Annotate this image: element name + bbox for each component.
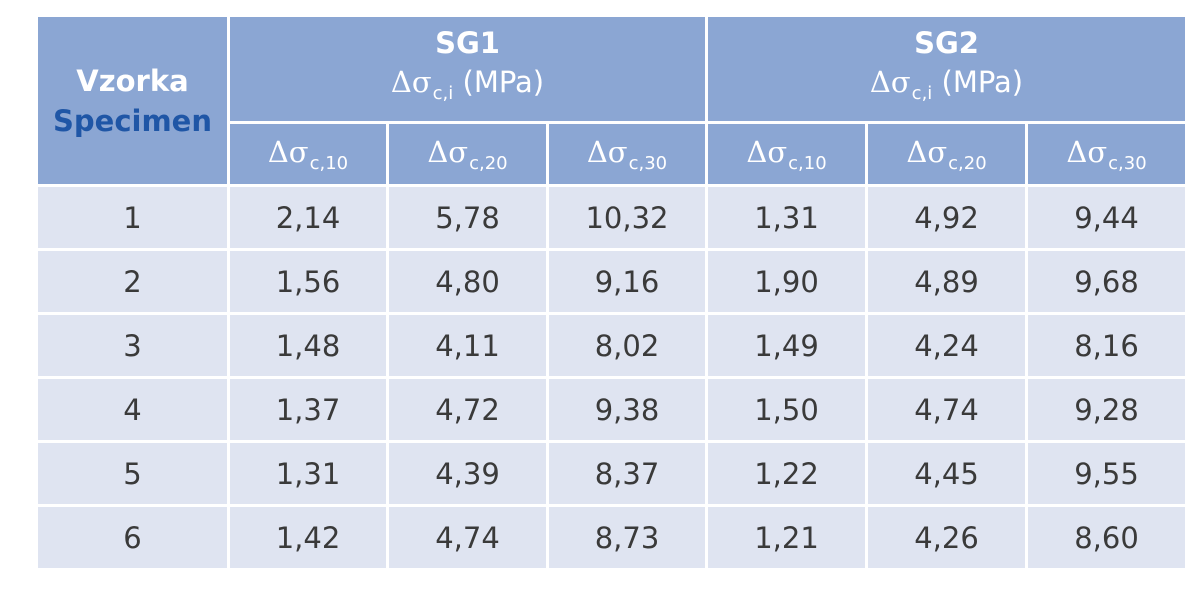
table-row: 2 1,56 4,80 9,16 1,90 4,89 9,68 [35,248,1189,315]
value-cell: 9,55 [1025,440,1189,507]
value-cell: 4,39 [386,440,549,507]
symbol-subscript: c,10 [309,152,349,174]
unit-label: (MPa) [462,65,545,99]
results-table: Vzorka Specimen SG1 Δσc,i (MPa) SG2 Δσc,… [35,14,1189,571]
specimen-number-cell: 2 [35,248,230,315]
value-cell: 4,74 [386,504,549,571]
specimen-label-cz: Vzorka [76,63,189,98]
value-cell: 9,38 [545,376,709,443]
delta-sigma-symbol: Δσ [1066,134,1108,169]
specimen-label-en: Specimen [53,103,212,138]
specimen-number-cell: 3 [35,312,230,379]
subcolumn-header: Δσc,30 [545,121,709,187]
value-cell: 4,92 [865,184,1029,251]
group-title: SG2 [914,26,979,60]
value-cell: 1,31 [227,440,389,507]
symbol-subscript: c,20 [948,152,987,174]
table-row: 5 1,31 4,39 8,37 1,22 4,45 9,55 [35,440,1189,507]
value-cell: 8,16 [1025,312,1189,379]
value-cell: 4,80 [386,248,549,315]
subcolumn-header: Δσc,20 [386,121,549,187]
value-cell: 1,22 [705,440,869,507]
specimen-number-cell: 1 [35,184,230,251]
symbol-subscript: c,10 [788,152,827,174]
specimen-column-header: Vzorka Specimen [35,14,230,187]
delta-sigma-symbol: Δσ [390,65,432,99]
value-cell: 9,28 [1025,376,1189,443]
group-header-sg2: SG2 Δσc,i (MPa) [705,14,1189,124]
value-cell: 1,48 [227,312,389,379]
symbol-subscript: c,30 [628,152,668,174]
value-cell: 8,02 [545,312,709,379]
delta-sigma-symbol: Δσ [586,134,628,169]
value-cell: 1,50 [705,376,869,443]
unit-label: (MPa) [941,65,1024,99]
value-cell: 9,44 [1025,184,1189,251]
value-cell: 4,74 [865,376,1029,443]
symbol-subscript: c,30 [1108,152,1147,174]
value-cell: 1,37 [227,376,389,443]
group-unit-line: Δσc,i (MPa) [230,62,705,114]
value-cell: 9,68 [1025,248,1189,315]
table-body: 1 2,14 5,78 10,32 1,31 4,92 9,44 2 1,56 4,80 9,16 1… [35,184,1189,571]
subcolumn-header: Δσc,20 [865,121,1029,187]
group-header-sg1: SG1 Δσc,i (MPa) [226,14,709,124]
value-cell: 5,78 [386,184,549,251]
table-row: 3 1,48 4,11 8,02 1,49 4,24 8,16 [35,312,1189,379]
symbol-subscript: c,20 [469,152,508,174]
table-row: 1 2,14 5,78 10,32 1,31 4,92 9,44 [35,184,1189,251]
value-cell: 1,56 [227,248,389,315]
value-cell: 1,42 [227,504,389,571]
value-cell: 4,26 [865,504,1029,571]
symbol-subscript: c,i [432,83,454,104]
value-cell: 4,24 [865,312,1029,379]
value-cell: 1,49 [705,312,869,379]
subcolumn-header: Δσc,10 [227,121,389,187]
value-cell: 8,60 [1025,504,1189,571]
delta-sigma-symbol: Δσ [746,134,788,169]
specimen-number-cell: 6 [35,504,230,571]
value-cell: 4,11 [386,312,549,379]
delta-sigma-symbol: Δσ [906,134,948,169]
value-cell: 8,73 [545,504,709,571]
subcolumn-header: Δσc,30 [1025,121,1189,187]
delta-sigma-symbol: Δσ [267,134,309,169]
value-cell: 2,14 [227,184,389,251]
table-header: Vzorka Specimen SG1 Δσc,i (MPa) SG2 Δσc,… [35,14,1189,187]
table-row: 4 1,37 4,72 9,38 1,50 4,74 9,28 [35,376,1189,443]
value-cell: 1,90 [705,248,869,315]
value-cell: 4,72 [386,376,549,443]
value-cell: 10,32 [545,184,709,251]
value-cell: 9,16 [545,248,709,315]
value-cell: 8,37 [545,440,709,507]
value-cell: 4,89 [865,248,1029,315]
group-title: SG1 [435,26,500,60]
group-unit-line: Δσc,i (MPa) [708,62,1185,114]
value-cell: 1,31 [705,184,869,251]
symbol-subscript: c,i [911,83,933,104]
delta-sigma-symbol: Δσ [427,134,469,169]
subcolumn-header: Δσc,10 [705,121,869,187]
value-cell: 4,45 [865,440,1029,507]
specimen-number-cell: 5 [35,440,230,507]
value-cell: 1,21 [705,504,869,571]
delta-sigma-symbol: Δσ [869,65,911,99]
specimen-number-cell: 4 [35,376,230,443]
table-row: 6 1,42 4,74 8,73 1,21 4,26 8,60 [35,504,1189,571]
